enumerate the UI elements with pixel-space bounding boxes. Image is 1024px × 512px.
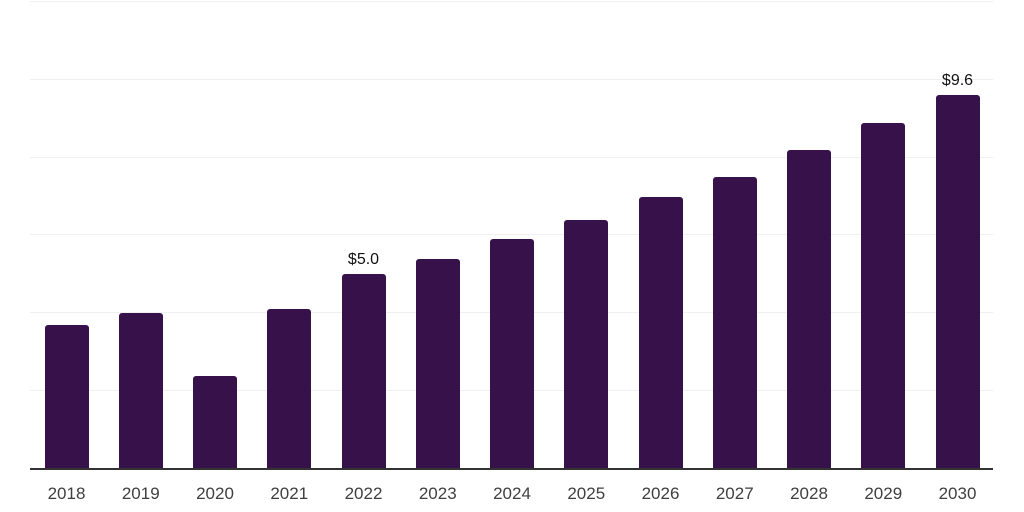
- x-tick-2030: 2030: [938, 484, 977, 503]
- x-tick-2018: 2018: [47, 484, 86, 503]
- bar-2021: [267, 309, 312, 469]
- data-label-2030: $9.6: [941, 72, 974, 90]
- gridline-12: [30, 0, 993, 2]
- gridline-10: [30, 78, 993, 80]
- bar-2027: [712, 177, 757, 469]
- x-tick-2019: 2019: [121, 484, 160, 503]
- x-tick-2027: 2027: [715, 484, 754, 503]
- x-tick-2021: 2021: [270, 484, 309, 503]
- bar-2025: [564, 219, 609, 469]
- bar-2028: [787, 149, 831, 469]
- x-tick-2022: 2022: [344, 484, 383, 503]
- gridline-6: [30, 234, 993, 236]
- x-tick-2024: 2024: [493, 484, 531, 503]
- bar-2019: [118, 313, 163, 469]
- gridline-8: [30, 156, 993, 158]
- x-axis-tick-labels: 2018 2019 2020 2021 2022 2023 2024 2025 2026 2027…: [30, 484, 993, 506]
- bar-2023: [415, 258, 460, 469]
- x-tick-2023: 2023: [418, 484, 457, 503]
- bar-2018: [44, 325, 89, 469]
- bar-2030: [935, 95, 980, 469]
- x-tick-2020: 2020: [196, 484, 234, 503]
- x-tick-2028: 2028: [790, 484, 828, 503]
- x-axis-line: [30, 468, 993, 470]
- x-tick-2029: 2029: [864, 484, 903, 503]
- bar-2029: [861, 122, 906, 469]
- x-tick-2026: 2026: [641, 484, 680, 503]
- x-tick-2025: 2025: [567, 484, 606, 503]
- bar-2020: [193, 375, 237, 469]
- plot-area: $5.0 $9.6: [30, 0, 993, 470]
- data-label-2022: $5.0: [347, 251, 380, 269]
- bar-2026: [638, 196, 683, 469]
- bar-2024: [490, 239, 534, 469]
- bar-2022: [341, 274, 386, 469]
